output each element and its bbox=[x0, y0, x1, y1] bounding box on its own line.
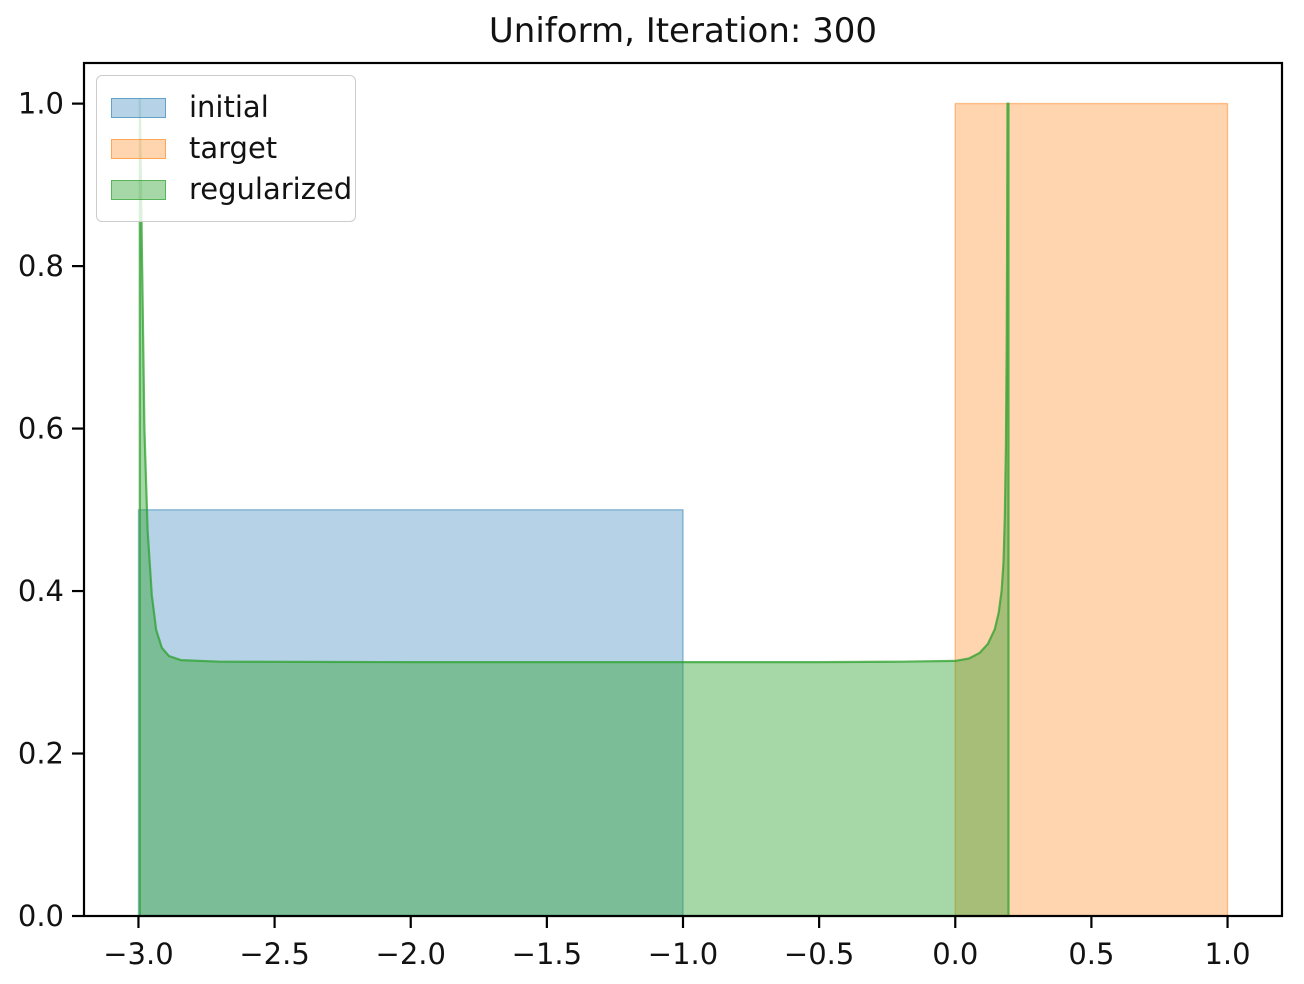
series-regularized-area bbox=[138, 98, 1010, 918]
x-axis-tick-label: −1.0 bbox=[648, 937, 718, 971]
legend-swatch-target bbox=[111, 138, 166, 159]
x-axis-tick-label: −0.5 bbox=[784, 937, 854, 971]
legend-swatch-initial bbox=[111, 97, 166, 118]
legend-label-target: target bbox=[189, 131, 278, 165]
legend-item-initial: initial bbox=[111, 87, 339, 128]
x-axis-tick-label: 0.0 bbox=[932, 937, 978, 971]
x-axis-tick-label: 1.0 bbox=[1204, 937, 1250, 971]
x-axis-tick-label: −2.0 bbox=[376, 937, 446, 971]
legend-swatch-regularized bbox=[111, 179, 166, 200]
legend-item-target: target bbox=[111, 128, 339, 169]
x-axis-tick-label: −3.0 bbox=[103, 937, 173, 971]
x-axis-tick-label: 0.5 bbox=[1068, 937, 1114, 971]
y-axis-tick-label: 0.6 bbox=[18, 412, 64, 446]
x-axis-tick-label: −1.5 bbox=[512, 937, 582, 971]
legend-label-initial: initial bbox=[189, 90, 269, 124]
y-axis-tick-label: 0.8 bbox=[18, 249, 64, 283]
x-axis-tick-label: −2.5 bbox=[239, 937, 309, 971]
legend-label-regularized: regularized bbox=[189, 172, 353, 206]
y-axis-tick-label: 0.2 bbox=[18, 737, 64, 771]
chart-title: Uniform, Iteration: 300 bbox=[488, 11, 878, 51]
legend: initial target regularized bbox=[96, 75, 356, 222]
y-axis-tick-label: 0.0 bbox=[18, 899, 64, 933]
legend-item-regularized: regularized bbox=[111, 169, 352, 210]
y-axis-tick-label: 1.0 bbox=[18, 87, 64, 121]
y-axis-tick-label: 0.4 bbox=[18, 574, 64, 608]
